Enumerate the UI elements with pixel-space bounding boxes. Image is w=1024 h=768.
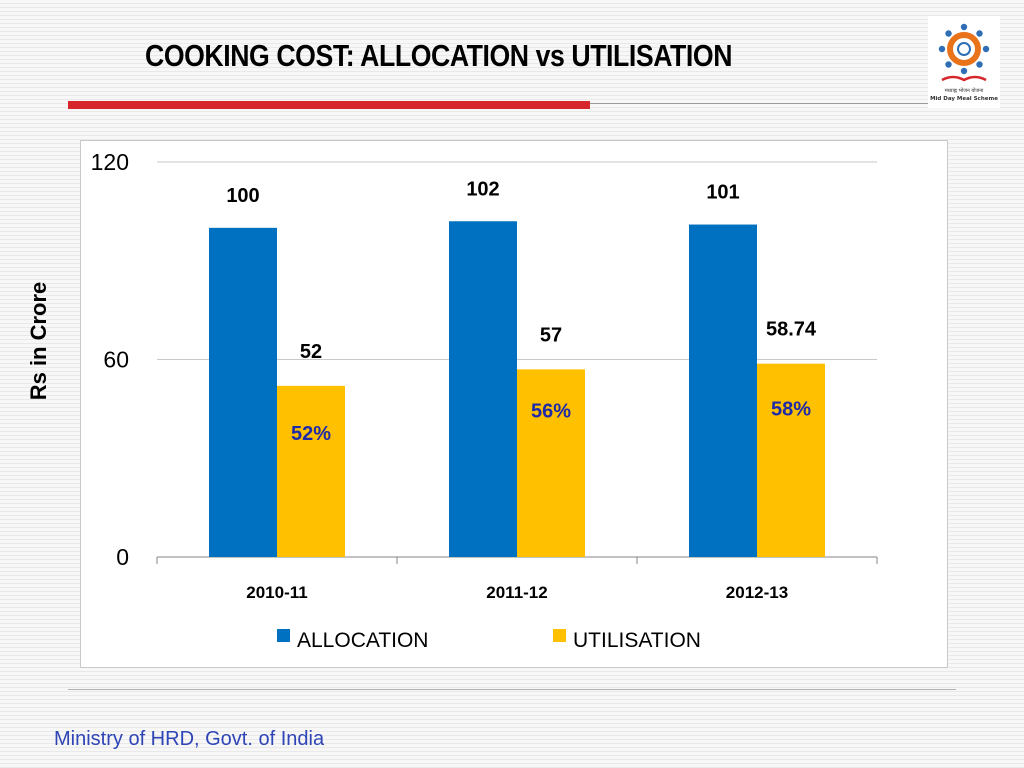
legend-label: ALLOCATION [297, 629, 428, 652]
legend-swatch-allocation [277, 629, 290, 642]
logo-english-text: Mid Day Meal Scheme [930, 96, 998, 102]
mid-day-meal-scheme-logo: मध्याह्न भोजन योजना Mid Day Meal Scheme [928, 16, 1000, 108]
percent-label: 52% [291, 423, 331, 445]
x-tick-label: 2010-11 [246, 583, 307, 602]
title-underline-red [68, 101, 590, 109]
y-tick-label: 0 [116, 544, 129, 570]
x-tick-label: 2011-12 [486, 583, 547, 602]
y-axis-title: Rs in Crore [26, 281, 51, 401]
x-tick-label: 2012-13 [726, 583, 788, 602]
utilisation-bar [277, 385, 345, 557]
percent-label: 56% [531, 400, 571, 422]
data-label: 101 [706, 182, 739, 204]
y-tick-label: 120 [91, 149, 129, 175]
legend-swatch-utilisation [553, 629, 566, 642]
data-label: 52 [300, 341, 322, 363]
y-tick-label: 60 [103, 347, 129, 373]
allocation-bar [209, 227, 277, 557]
logo-emblem-icon: मध्याह्न भोजन योजना Mid Day Meal Scheme [930, 23, 998, 102]
bar-chart: 0 60 120 100 52 52% 2010-11 102 57 56% 2011-12 101 5… [91, 149, 878, 652]
utilisation-bar [517, 369, 585, 557]
percent-label: 58% [771, 399, 811, 421]
title-underline-grey [590, 103, 930, 104]
footer-divider [68, 689, 956, 690]
footer-text: Ministry of HRD, Govt. of India [54, 728, 325, 750]
chart-area: 0 60 120 100 52 52% 2010-11 102 57 56% 2011-12 101 5… [80, 140, 948, 668]
data-label: 58.74 [766, 319, 817, 341]
allocation-bar [689, 224, 757, 557]
allocation-bar [449, 221, 517, 557]
slide-title: COOKING COST: ALLOCATION vs UTILISATION [145, 38, 733, 73]
data-label: 57 [540, 324, 562, 346]
legend-label: UTILISATION [573, 629, 701, 652]
utilisation-bar [757, 363, 825, 557]
logo-hindi-text: मध्याह्न भोजन योजना [945, 87, 984, 94]
data-label: 100 [226, 185, 259, 207]
data-label: 102 [466, 178, 499, 200]
